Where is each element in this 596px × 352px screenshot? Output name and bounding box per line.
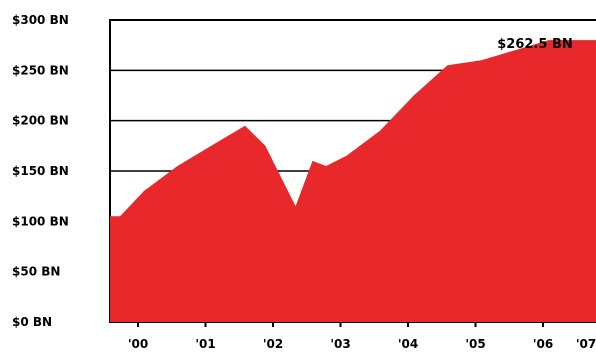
x-tick-label: '05	[465, 337, 485, 351]
y-tick-label: $150 BN	[12, 164, 69, 178]
y-axis-tick-labels: $0 BN $50 BN $100 BN $150 BN $200 BN $250 BN $…	[12, 13, 69, 329]
y-tick-label: $250 BN	[12, 63, 69, 77]
annotation-label: $262.5 BN	[497, 37, 572, 52]
x-tick-label: '02	[263, 337, 283, 351]
x-tick-label: '01	[195, 337, 215, 351]
y-tick-label: $200 BN	[12, 114, 69, 128]
y-tick-label: $300 BN	[12, 13, 69, 27]
y-tick-label: $0 BN	[12, 315, 52, 329]
x-tick-label: '07	[576, 337, 596, 351]
x-tick-label: '00	[128, 337, 148, 351]
y-tick-label: $50 BN	[12, 265, 60, 279]
x-tick-label: '04	[398, 337, 418, 351]
y-tick-label: $100 BN	[12, 214, 69, 228]
x-axis-ticks: '00 '01 '02 '03 '04 '05 '06 '07	[128, 322, 596, 351]
series-area	[110, 40, 596, 322]
x-tick-label: '06	[533, 337, 553, 351]
x-tick-label: '03	[330, 337, 350, 351]
